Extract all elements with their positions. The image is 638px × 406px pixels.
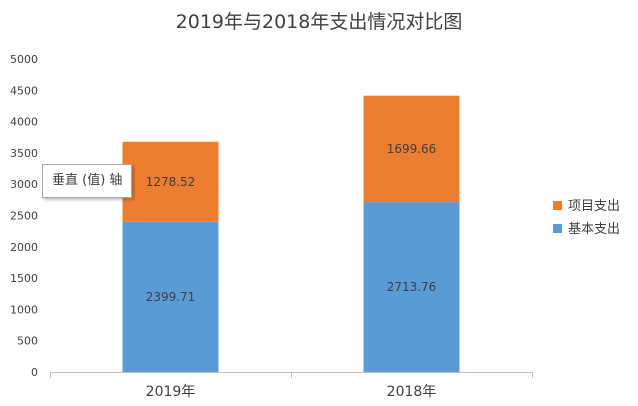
x-tick-label: 2018年 <box>387 384 437 400</box>
y-tick-label: 5000 <box>10 53 38 66</box>
bar-segment <box>363 95 460 203</box>
bar-segment <box>122 141 219 222</box>
legend-label: 项目支出 <box>568 199 620 214</box>
data-label: 2399.71 <box>146 290 196 304</box>
y-tick-label: 3500 <box>10 147 38 160</box>
y-tick-label: 2000 <box>10 241 38 254</box>
bar-segment <box>363 202 460 372</box>
y-tick-label: 2500 <box>10 210 38 223</box>
x-tick-label: 2019年 <box>146 384 196 400</box>
chart-title: 2019年与2018年支出情况对比图 <box>176 11 463 33</box>
y-tick-label: 4000 <box>10 116 38 129</box>
data-label: 1278.52 <box>146 175 196 189</box>
y-tick-label: 500 <box>17 335 38 348</box>
y-tick-label: 4500 <box>10 84 38 97</box>
axis-tooltip: 垂直 (值) 轴 <box>42 164 133 198</box>
data-label: 2713.76 <box>387 280 437 294</box>
data-label: 1699.66 <box>387 142 437 156</box>
y-tick-label: 3000 <box>10 178 38 191</box>
legend-label: 基本支出 <box>568 222 620 237</box>
y-tick-label: 1000 <box>10 303 38 316</box>
y-tick-label: 1500 <box>10 272 38 285</box>
bar-segment <box>122 221 219 372</box>
y-tick-label: 0 <box>31 366 38 379</box>
legend-swatch <box>553 224 562 233</box>
legend-swatch <box>553 201 562 210</box>
